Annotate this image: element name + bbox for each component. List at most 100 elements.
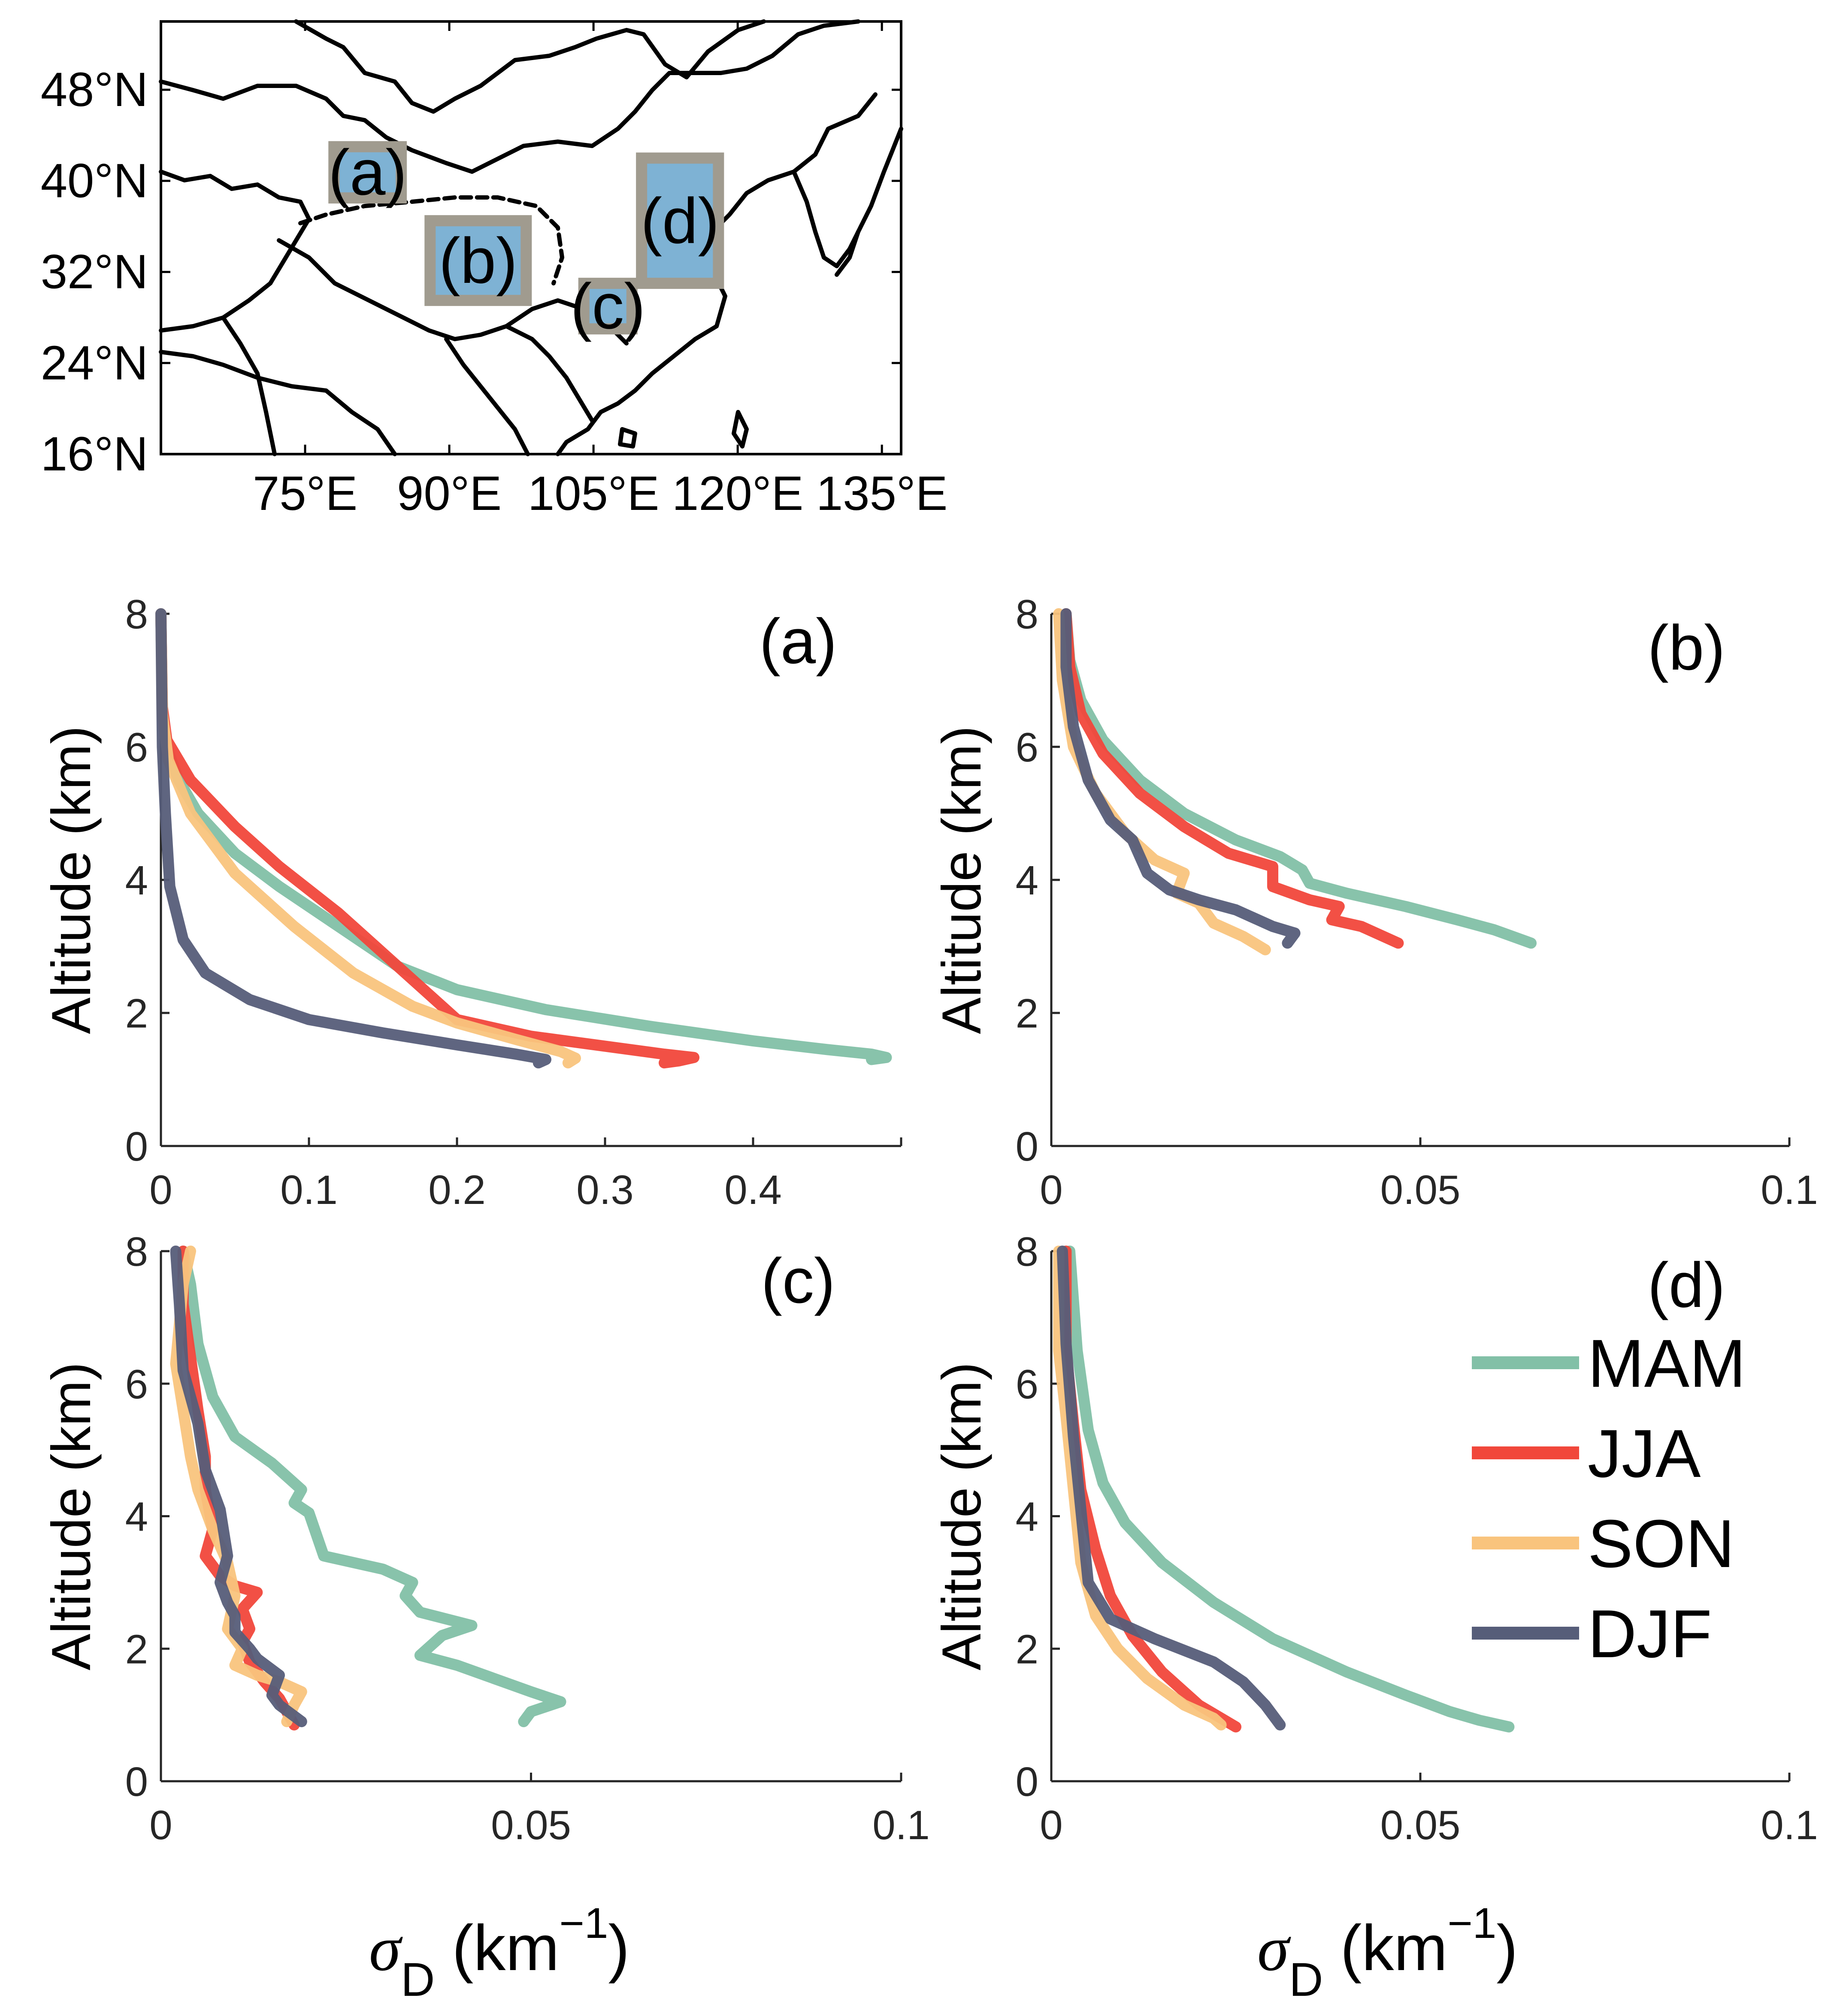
y-axis-label: Altitude (km) — [931, 726, 993, 1034]
y-axis-label: Altitude (km) — [41, 726, 102, 1034]
xlabel-subscript: D — [1289, 1953, 1323, 2006]
x-axis-labels: σD (km−1) σD (km−1) — [369, 1899, 1518, 2006]
y-tick-label: 6 — [1016, 1361, 1038, 1407]
series-line-son — [170, 1246, 307, 1728]
country-border-north-2 — [159, 19, 860, 174]
country-border-se — [444, 337, 530, 456]
series-line-jja — [1060, 608, 1404, 949]
coastline-japan — [835, 127, 903, 277]
legend-entry-djf: DJF — [1472, 1596, 1712, 1672]
country-border-himalaya — [277, 238, 594, 423]
x-tick-label: 0 — [1040, 1167, 1062, 1213]
lon-tick-label: 135°E — [816, 467, 947, 520]
series-line-mam — [155, 608, 892, 1065]
x-tick-label: 0.1 — [1761, 1167, 1818, 1213]
series-line-djf — [155, 608, 551, 1069]
xlabel-symbol: σ — [369, 1913, 403, 1984]
panel-d: 0 2 4 6 8 0 0.05 0.1 Altitude (km) (d) — [931, 1229, 1818, 1848]
y-tick-label: 2 — [125, 1626, 148, 1672]
x-tick-label: 0.1 — [1761, 1802, 1818, 1848]
country-border-sw — [221, 315, 277, 456]
legend-label: DJF — [1588, 1596, 1712, 1672]
x-tick-label: 0.05 — [1380, 1167, 1461, 1213]
y-tick-label: 2 — [1016, 991, 1038, 1037]
panel-c: 0 2 4 6 8 0 0.05 0.1 Altitude (km) (c) — [41, 1229, 930, 1848]
xlabel-superscript: −1 — [559, 1899, 608, 1947]
y-tick-label: 6 — [1016, 725, 1038, 770]
region-box — [328, 141, 407, 204]
series-line-mam — [177, 1246, 566, 1728]
map-longitude-ticks: 75°E 90°E 105°E 120°E 135°E — [253, 21, 947, 520]
map-regions: (a) (b) (c) (d) — [328, 136, 724, 342]
panel-label: (c) — [761, 1246, 835, 1316]
legend-label: SON — [1588, 1506, 1734, 1582]
series-line-jja — [155, 608, 699, 1069]
lat-tick-label: 16°N — [41, 427, 148, 481]
xlabel-subscript: D — [401, 1953, 435, 2006]
region-label: (b) — [439, 224, 518, 297]
y-tick-label: 0 — [125, 1759, 148, 1805]
y-tick-label: 8 — [125, 1229, 148, 1275]
legend-label: MAM — [1588, 1326, 1746, 1401]
lat-tick-label: 40°N — [41, 154, 148, 207]
y-tick-label: 0 — [1016, 1124, 1038, 1170]
x-tick-label: 0.1 — [872, 1802, 929, 1848]
xlabel-superscript: −1 — [1447, 1899, 1496, 1947]
lat-tick-label: 32°N — [41, 245, 148, 299]
lat-tick-label: 48°N — [41, 63, 148, 116]
y-tick-label: 4 — [1016, 858, 1038, 903]
x-tick-label: 0.05 — [1380, 1802, 1461, 1848]
country-border-south — [159, 350, 397, 456]
xlabel-unit-close: ) — [608, 1912, 629, 1984]
region-label: (d) — [641, 185, 719, 257]
region-label: (a) — [328, 136, 407, 208]
series-line-mam — [1064, 1246, 1515, 1733]
panel-label: (b) — [1648, 612, 1725, 683]
legend-label: JJA — [1588, 1416, 1701, 1492]
x-tick-label: 0.1 — [280, 1167, 337, 1213]
series-line-son — [1053, 1246, 1227, 1731]
legend-entry-son: SON — [1472, 1506, 1734, 1582]
y-tick-label: 4 — [1016, 1494, 1038, 1540]
lon-tick-label: 105°E — [528, 467, 659, 520]
series-line-mam — [1060, 608, 1537, 949]
y-tick-label: 8 — [1016, 591, 1038, 637]
panel-label: (d) — [1648, 1250, 1725, 1321]
y-tick-label: 0 — [125, 1124, 148, 1170]
y-tick-label: 2 — [1016, 1626, 1038, 1672]
x-tick-label: 0 — [1040, 1802, 1062, 1848]
plateau-contour — [298, 195, 564, 285]
series-line-djf — [1060, 608, 1301, 949]
map-latitude-ticks: 16°N 24°N 32°N 40°N 48°N — [41, 63, 901, 481]
legend: MAM JJA SON DJF — [1472, 1326, 1746, 1672]
map-boundaries — [159, 19, 903, 456]
lon-tick-label: 75°E — [253, 467, 357, 520]
xlabel-unit-open: (km — [452, 1912, 559, 1984]
x-tick-label: 0 — [149, 1802, 172, 1848]
taiwan-outline — [732, 410, 749, 449]
coastline-korea — [792, 170, 860, 268]
xlabel-symbol: σ — [1257, 1913, 1291, 1984]
x-tick-label: 0.2 — [428, 1167, 485, 1213]
series-line-djf — [1056, 1246, 1286, 1731]
panel-b: 0 2 4 6 8 0 0.05 0.1 Altitude (km) (b) — [931, 591, 1818, 1213]
x-axis-label-left: σD (km−1) — [369, 1899, 629, 2006]
lon-tick-label: 90°E — [397, 467, 502, 520]
region-label: (c) — [570, 270, 645, 342]
lat-tick-label: 24°N — [41, 336, 148, 390]
x-tick-label: 0.3 — [576, 1167, 633, 1213]
legend-entry-mam: MAM — [1472, 1326, 1746, 1401]
y-axis-label: Altitude (km) — [931, 1362, 993, 1670]
xlabel-unit-close: ) — [1496, 1912, 1518, 1984]
series-line-djf — [170, 1246, 307, 1728]
region-box — [578, 278, 638, 335]
lon-tick-label: 120°E — [672, 467, 803, 520]
y-axis-label: Altitude (km) — [41, 1362, 102, 1670]
y-tick-label: 4 — [125, 858, 148, 903]
x-tick-label: 0 — [149, 1167, 172, 1213]
y-tick-label: 8 — [1016, 1229, 1038, 1275]
y-tick-label: 2 — [125, 991, 148, 1037]
y-tick-label: 8 — [125, 591, 148, 637]
x-axis-label-right: σD (km−1) — [1257, 1899, 1518, 2006]
